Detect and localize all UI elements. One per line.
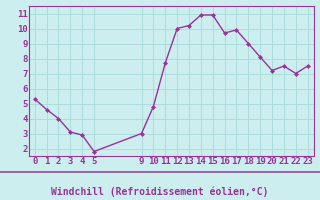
Text: Windchill (Refroidissement éolien,°C): Windchill (Refroidissement éolien,°C) bbox=[51, 187, 269, 197]
